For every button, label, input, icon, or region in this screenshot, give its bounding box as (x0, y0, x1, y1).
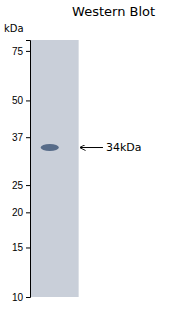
tick: 75 (12, 46, 30, 57)
lane (30, 40, 79, 297)
data-label: 34kDa (106, 141, 142, 154)
marks (30, 40, 79, 297)
tick-label: 50 (12, 95, 24, 106)
tick-label: 20 (12, 207, 24, 218)
tick-mark (26, 185, 30, 186)
axis-line (26, 41, 31, 298)
tick-mark (26, 100, 30, 101)
tick-mark (26, 212, 30, 213)
tick-label: 25 (12, 180, 24, 191)
tick-label: 15 (12, 242, 24, 253)
tick: 10 (12, 292, 30, 303)
tick-mark (26, 137, 30, 138)
y-axis: 75 50 37 25 20 15 10 (12, 41, 31, 303)
tick: 20 (12, 207, 30, 218)
band (41, 144, 59, 151)
chart: 75 50 37 25 20 15 10 34kDa kDa Western Blot (0, 0, 190, 309)
tick-mark (26, 247, 30, 248)
title: Western Blot (72, 4, 155, 19)
tick: 25 (12, 180, 30, 191)
plot: 75 50 37 25 20 15 10 34kDa (12, 40, 142, 303)
tick-label: 37 (12, 132, 24, 143)
tick-mark (26, 297, 30, 298)
tick-label: 75 (12, 46, 24, 57)
axis-label: kDa (4, 23, 24, 34)
tick: 15 (12, 242, 30, 253)
arrow (80, 147, 103, 148)
tick-mark (26, 51, 30, 52)
tick: 37 (12, 132, 30, 143)
tick-label: 10 (12, 292, 24, 303)
tick: 50 (12, 95, 30, 106)
